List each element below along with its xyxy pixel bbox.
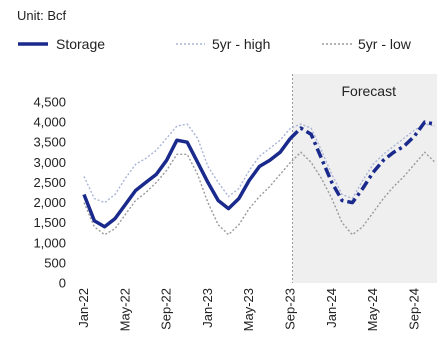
legend-label-5yr-low: 5yr - low [358, 36, 412, 52]
x-tick-label: Sep-24 [406, 288, 421, 330]
y-tick-label: 2,500 [33, 175, 66, 190]
x-tick-label: Sep-23 [282, 288, 297, 330]
y-tick-label: 4,000 [33, 115, 66, 130]
legend-label-5yr-high: 5yr - high [212, 36, 270, 52]
x-tick-label: May-22 [117, 288, 132, 331]
series-layer [82, 120, 436, 236]
x-tick-label: May-23 [241, 288, 256, 331]
x-tick-label: May-24 [365, 288, 380, 331]
x-tick-label: Sep-22 [159, 288, 174, 330]
y-axis-ticks: 0 500 1,000 1,500 2,000 2,500 3,000 3,500 4,000 4… [33, 95, 66, 291]
unit-label: Unit: Bcf [17, 8, 67, 23]
legend-label-storage: Storage [56, 36, 105, 52]
series-line-storage-forecast [289, 120, 436, 205]
series-line-storage-actual [82, 137, 292, 229]
x-tick-label: Jan-23 [200, 288, 215, 328]
y-tick-label: 1,000 [33, 235, 66, 250]
legend: Storage 5yr - high 5yr - low [18, 36, 412, 52]
legend-item-5yr-high: 5yr - high [176, 36, 270, 52]
x-tick-label: Jan-24 [324, 288, 339, 328]
y-tick-label: 3,000 [33, 155, 66, 170]
y-tick-label: 500 [44, 255, 66, 270]
y-tick-label: 4,500 [33, 95, 66, 110]
legend-item-5yr-low: 5yr - low [322, 36, 412, 52]
y-tick-label: 0 [59, 276, 66, 291]
x-axis-ticks: Jan-22 May-22 Sep-22 Jan-23 May-23 Sep-23 Jan-… [76, 288, 421, 331]
legend-item-storage: Storage [18, 36, 105, 52]
y-tick-label: 3,500 [33, 135, 66, 150]
y-tick-label: 2,000 [33, 195, 66, 210]
y-tick-label: 1,500 [33, 215, 66, 230]
forecast-label: Forecast [342, 83, 397, 99]
series-line-5yr-high [83, 123, 436, 204]
x-tick-label: Jan-22 [76, 288, 91, 328]
